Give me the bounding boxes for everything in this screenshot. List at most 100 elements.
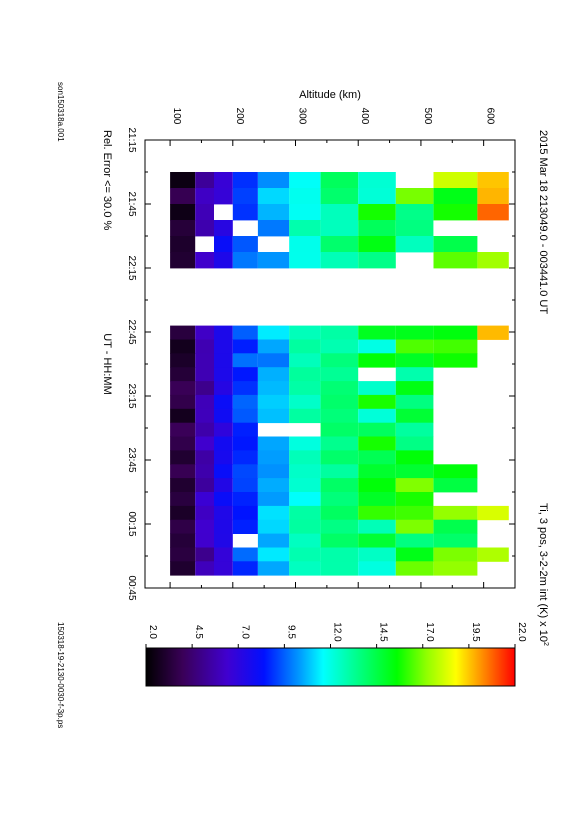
heatmap-cell xyxy=(289,353,321,368)
heatmap-cell xyxy=(214,547,233,562)
heatmap-cell xyxy=(214,450,233,465)
heatmap-cell xyxy=(170,408,196,424)
heatmap-cell xyxy=(358,492,396,507)
heatmap-cell xyxy=(477,172,509,189)
heatmap-cell xyxy=(232,408,258,424)
heatmap-cell xyxy=(477,252,509,269)
heatmap-cell xyxy=(358,436,396,451)
heatmap-cell xyxy=(257,381,290,396)
y-axis-label: Altitude (km) xyxy=(299,89,361,101)
heatmap-cell xyxy=(232,339,258,354)
heatmap-cell xyxy=(232,478,258,493)
heatmap-cell xyxy=(320,547,359,562)
heatmap-cell xyxy=(395,422,434,437)
heatmap-cell xyxy=(195,478,214,493)
heatmap-cell xyxy=(257,220,290,237)
heatmap-cell xyxy=(170,339,196,354)
heatmap-cell xyxy=(257,533,290,548)
heatmap-cell xyxy=(289,172,321,189)
heatmap-cell xyxy=(214,408,233,424)
heatmap-cell xyxy=(257,339,290,354)
heatmap-cell xyxy=(257,519,290,534)
heatmap-cell xyxy=(477,505,509,521)
heatmap-cell xyxy=(257,478,290,493)
heatmap-cell xyxy=(214,172,233,189)
heatmap-cell xyxy=(433,339,478,354)
heatmap-cell xyxy=(195,547,214,562)
heatmap-cell xyxy=(320,339,359,354)
heatmap-cell xyxy=(395,478,434,493)
heatmap-cell xyxy=(289,381,321,396)
heatmap-cell xyxy=(395,547,434,562)
heatmap-cell xyxy=(433,464,478,479)
heatmap-cell xyxy=(395,492,434,507)
heatmap-cell xyxy=(214,188,233,205)
heatmap-cell xyxy=(289,436,321,451)
heatmap-cell xyxy=(195,252,214,269)
heatmap-cell xyxy=(320,188,359,205)
heatmap-cell xyxy=(358,353,396,368)
heatmap-cell xyxy=(195,339,214,354)
heatmap-cell xyxy=(395,533,434,548)
heatmap-cell xyxy=(289,464,321,479)
heatmap-cell xyxy=(232,505,258,521)
heatmap-cell xyxy=(320,422,359,437)
heatmap-cell xyxy=(214,505,233,521)
heatmap-cell xyxy=(433,204,478,221)
heatmap-cell xyxy=(358,339,396,354)
heatmap-cell xyxy=(195,172,214,189)
colorbar-tick-label: 9.5 xyxy=(285,625,296,639)
heatmap-cell xyxy=(214,519,233,534)
heatmap-cell xyxy=(214,381,233,396)
heatmap-cell xyxy=(257,188,290,205)
heatmap-cell xyxy=(320,325,359,340)
heatmap-cell xyxy=(195,188,214,205)
heatmap-cell xyxy=(257,436,290,451)
heatmap-cell xyxy=(214,422,233,437)
heatmap-cell xyxy=(214,353,233,368)
heatmap-cell xyxy=(257,464,290,479)
heatmap-cell xyxy=(170,394,196,410)
heatmap-cell xyxy=(433,478,478,493)
heatmap-cell xyxy=(477,325,509,340)
heatmap-cell xyxy=(395,408,434,424)
heatmap-cell xyxy=(358,325,396,340)
x-tick-label: 23:45 xyxy=(126,447,137,472)
source-filename: son150318a.001 xyxy=(56,82,65,142)
heatmap-cell xyxy=(170,325,196,340)
heatmap-cell xyxy=(232,204,258,221)
heatmap-cell xyxy=(289,561,321,576)
heatmap-cell xyxy=(195,436,214,451)
heatmap-cell xyxy=(214,252,233,269)
heatmap-cell xyxy=(358,547,396,562)
heatmap-cell xyxy=(358,422,396,437)
heatmap-cell xyxy=(214,436,233,451)
heatmap-cell xyxy=(232,464,258,479)
heatmap-cell xyxy=(195,408,214,424)
heatmap-cell xyxy=(232,492,258,507)
heatmap-cell xyxy=(320,236,359,253)
heatmap-cell xyxy=(358,381,396,396)
plot-filename: 150318-19-2130-0030-f-3p.ps xyxy=(56,622,65,728)
heatmap-cell xyxy=(232,172,258,189)
heatmap-cell xyxy=(232,547,258,562)
heatmap-cell xyxy=(195,519,214,534)
y-tick-label: 500 xyxy=(422,108,433,125)
heatmap-cell xyxy=(433,547,478,562)
heatmap-cell xyxy=(170,547,196,562)
heatmap-cell xyxy=(289,339,321,354)
heatmap-cell xyxy=(170,204,196,221)
colorbar-tick-label: 19.5 xyxy=(470,622,481,642)
heatmap-cell xyxy=(358,220,396,237)
heatmap-cell xyxy=(195,394,214,410)
y-tick-label: 200 xyxy=(234,108,245,125)
heatmap-cell xyxy=(195,492,214,507)
heatmap-cell xyxy=(433,353,478,368)
heatmap-cell xyxy=(289,505,321,521)
heatmap-cell xyxy=(257,353,290,368)
heatmap-cell xyxy=(170,353,196,368)
heatmap-cell xyxy=(358,561,396,576)
x-tick-label: 22:45 xyxy=(126,319,137,344)
heatmap-cell xyxy=(170,172,196,189)
heatmap-cell xyxy=(358,188,396,205)
